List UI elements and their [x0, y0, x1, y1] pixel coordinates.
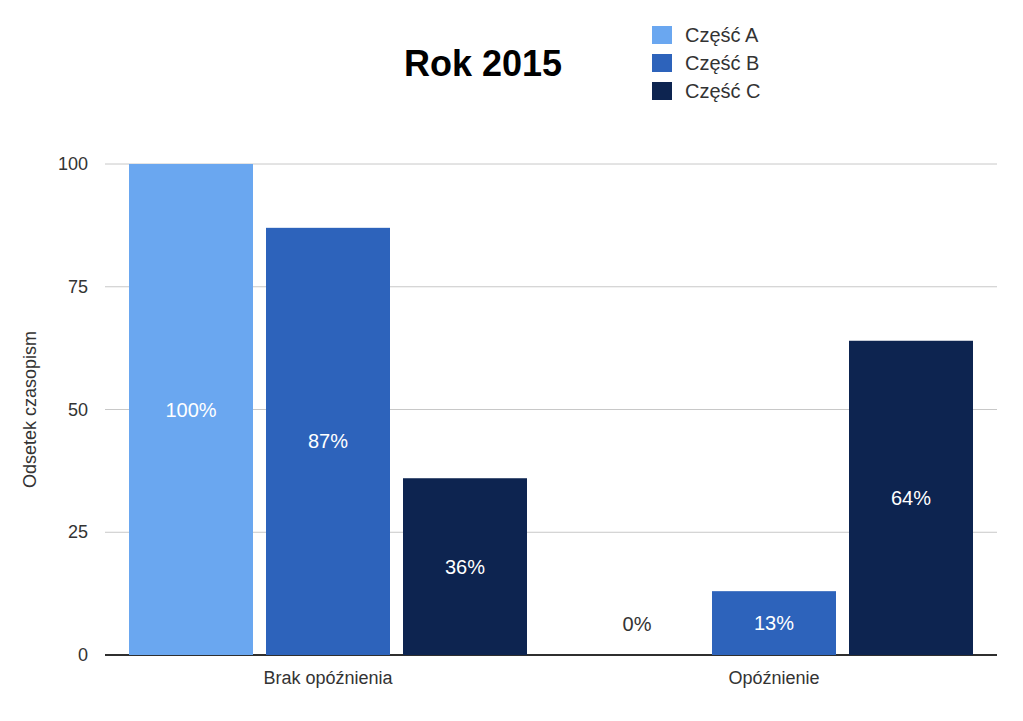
y-tick-label: 0 [78, 645, 88, 665]
y-tick-label: 100 [58, 154, 88, 174]
data-label: 100% [165, 399, 216, 421]
y-tick-label: 50 [68, 400, 88, 420]
y-axis-label: Odsetek czasopism [20, 331, 40, 488]
bar [849, 341, 973, 655]
data-label: 64% [891, 487, 931, 509]
x-tick-label: Brak opóźnienia [263, 668, 393, 688]
legend: Część A Część B Część C [652, 24, 761, 102]
y-tick-label: 25 [68, 522, 88, 542]
legend-label: Część A [685, 24, 759, 46]
data-labels: 100% 87% 36% 0% 13% 64% [165, 399, 931, 636]
bar [575, 655, 699, 656]
chart: 0 25 50 75 100 100% 87% 36% 0% 13% 64% Brak opóźnie… [0, 0, 1023, 721]
legend-swatch [652, 82, 672, 100]
x-tick-label: Opóźnienie [728, 668, 819, 688]
bar [712, 591, 836, 655]
data-label: 0% [623, 613, 652, 635]
bar [129, 164, 253, 655]
title: Rok 2015 [404, 43, 562, 84]
legend-label: Część C [685, 80, 761, 102]
y-tick-label: 75 [68, 277, 88, 297]
legend-swatch [652, 26, 672, 44]
legend-label: Część B [685, 52, 759, 74]
data-label: 36% [445, 556, 485, 578]
bar [403, 478, 527, 655]
legend-swatch [652, 54, 672, 72]
bars [129, 164, 973, 655]
bar [266, 228, 390, 655]
data-label: 87% [308, 430, 348, 452]
data-label: 13% [754, 612, 794, 634]
